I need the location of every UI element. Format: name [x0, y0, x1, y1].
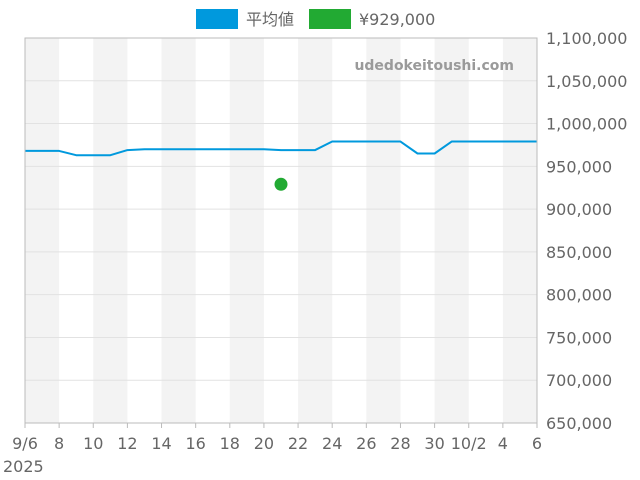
x-tick-label: 4	[498, 434, 508, 453]
y-tick-label: 950,000	[546, 157, 612, 176]
stripe-band	[25, 38, 60, 423]
x-tick-label: 18	[220, 434, 240, 453]
x-tick-label: 16	[185, 434, 205, 453]
series-layer	[25, 140, 537, 191]
x-tick-label: 22	[288, 434, 308, 453]
x-tick-label: 30	[424, 434, 444, 453]
y-tick-label: 850,000	[546, 243, 612, 262]
x-tick-label: 6	[532, 434, 542, 453]
x-year-label: 2025	[3, 457, 44, 476]
y-tick-label: 650,000	[546, 414, 612, 433]
stripe-band	[298, 38, 333, 423]
y-tick-label: 750,000	[546, 328, 612, 347]
y-tick-label: 1,050,000	[546, 72, 627, 91]
legend-average-swatch	[196, 9, 238, 29]
y-tick-label: 1,100,000	[546, 29, 627, 48]
average-price-line	[25, 140, 537, 157]
background-stripes	[25, 38, 537, 423]
y-tick-label: 800,000	[546, 286, 612, 305]
x-axis: 9/6 8 10 12 14 16 18 20 22 24 26 28 30 10/2 4 6 2025	[3, 423, 542, 476]
y-tick-label: 700,000	[546, 371, 612, 390]
legend-average-label: 平均値	[246, 10, 294, 29]
stripe-band	[434, 38, 469, 423]
plot-frame	[24, 37, 538, 424]
y-axis: 650,000 700,000 750,000 800,000 850,000 900,0…	[546, 29, 627, 433]
watermark: udedokeitoushi.com	[354, 58, 514, 74]
x-tick-label: 12	[117, 434, 137, 453]
x-tick-label: 28	[390, 434, 410, 453]
y-tick-label: 900,000	[546, 200, 612, 219]
plot-border	[24, 37, 538, 424]
x-tick-label: 24	[322, 434, 342, 453]
stripe-band	[93, 38, 128, 423]
x-tick-label: 10	[83, 434, 103, 453]
x-tick-label: 20	[254, 434, 274, 453]
stripe-band	[502, 38, 537, 423]
listing-price-point	[274, 177, 288, 191]
y-tick-label: 1,000,000	[546, 115, 627, 134]
x-tick-label: 14	[151, 434, 171, 453]
legend-point-swatch	[309, 9, 351, 29]
legend: 平均値 ¥929,000	[196, 9, 435, 29]
stripe-band	[366, 38, 401, 423]
x-tick-label: 8	[54, 434, 64, 453]
stripe-band	[229, 38, 264, 423]
x-tick-label: 9/6	[12, 434, 38, 453]
x-tick-label: 10/2	[451, 434, 487, 453]
stripe-band	[161, 38, 196, 423]
legend-point-label: ¥929,000	[359, 10, 435, 29]
x-tick-label: 26	[356, 434, 376, 453]
